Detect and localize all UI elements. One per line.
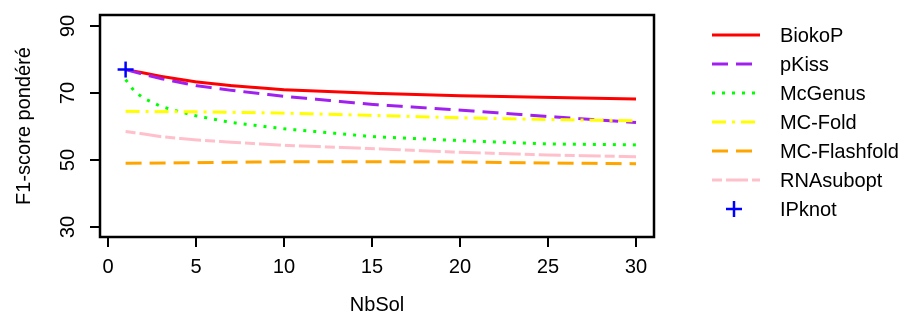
legend-item-biokop: BiokoP [712,25,843,47]
series-ipknot-point [117,61,134,78]
legend-item-mc-flashfold: MC-Flashfold [712,141,899,163]
legend-item-mc-fold: MC-Fold [712,112,857,134]
legend-item-pkiss: pKiss [712,54,829,76]
legend-item-mcgenus: McGenus [712,83,866,105]
series-mc-flashfold-line [125,160,637,166]
x-tick-label: 30 [625,256,647,278]
legend-item-ipknot: IPknot [726,199,837,221]
series-mcgenus-line [124,78,637,147]
y-tick-label: 90 [57,15,79,37]
plot-area [117,61,637,166]
y-tick-label: 50 [57,149,79,171]
x-tick-label: 15 [361,256,383,278]
series-rnasubopt-line [125,130,637,159]
axes: 0 5 10 15 20 25 30 30 50 70 90 [57,13,656,278]
x-tick-label: 20 [449,256,471,278]
x-tick-label: 0 [102,256,113,278]
legend-label: BiokoP [780,25,843,47]
legend-item-rnasubopt: RNAsubopt [712,170,883,192]
x-axis-label: NbSol [350,294,404,316]
x-tick-label: 10 [273,256,295,278]
legend-label: RNAsubopt [780,170,883,192]
series-pkiss-line [125,68,637,124]
series-biokop-line [125,68,637,101]
legend-label: McGenus [780,83,866,105]
x-tick-label: 5 [190,256,201,278]
legend-label: MC-Flashfold [780,141,899,163]
plot-frame [98,13,656,239]
y-tick-label: 30 [57,216,79,238]
legend-label: pKiss [780,54,829,76]
y-tick-label: 70 [57,82,79,104]
y-axis-label: F1-score pondéré [13,47,35,205]
legend-label: IPknot [780,199,837,221]
series-mc-fold-line [125,109,637,123]
legend: BiokoP pKiss McGenus MC-Fold MC-Flashfold RNA… [712,25,899,221]
legend-label: MC-Fold [780,112,857,134]
x-tick-label: 25 [537,256,559,278]
